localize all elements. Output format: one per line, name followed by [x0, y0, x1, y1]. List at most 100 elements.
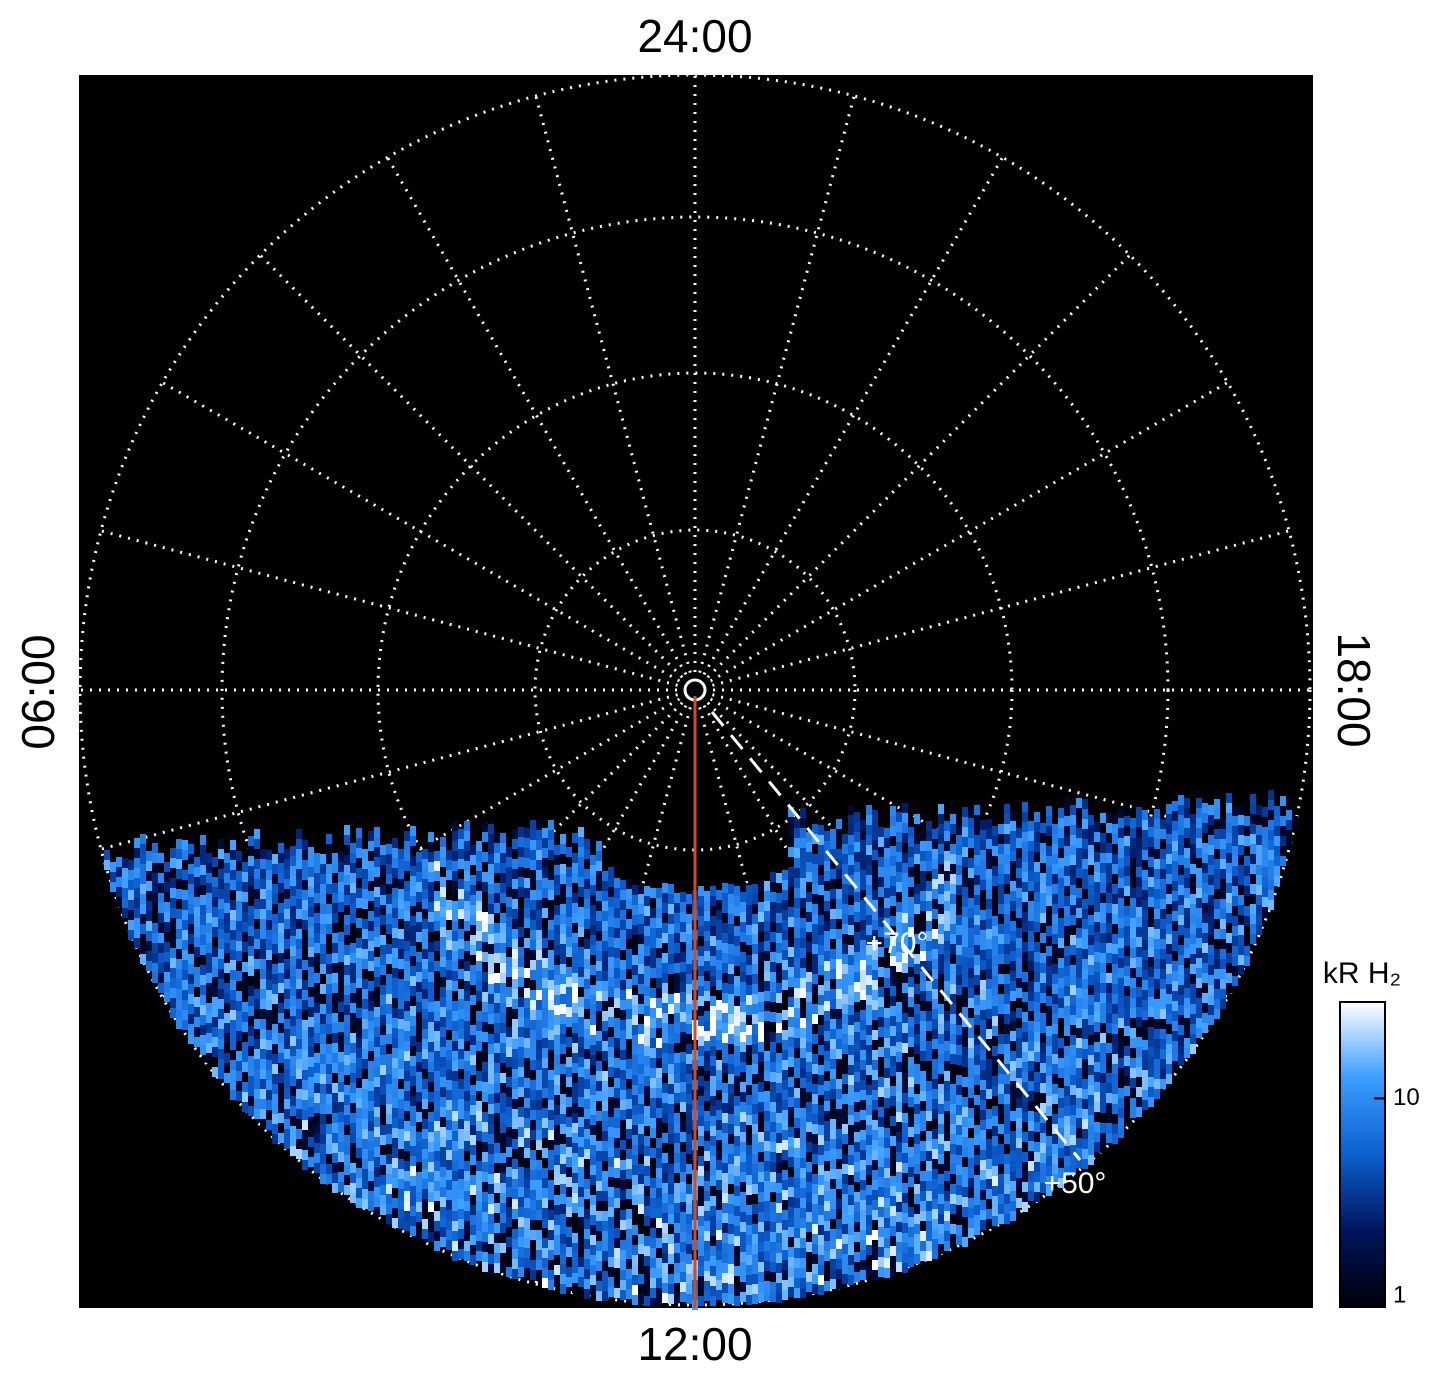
emission-cell: [314, 1113, 320, 1123]
emission-cell: [116, 887, 122, 897]
emission-cell: [680, 1232, 686, 1242]
emission-cell: [572, 893, 578, 903]
emission-cell: [368, 1081, 374, 1091]
emission-cell: [656, 1178, 662, 1188]
emission-cell: [230, 1040, 236, 1050]
emission-cell: [482, 1042, 488, 1052]
emission-cell: [554, 995, 560, 1005]
emission-cell: [614, 878, 620, 888]
emission-cell: [344, 825, 350, 835]
emission-cell: [650, 1038, 656, 1048]
emission-cell: [614, 998, 620, 1008]
emission-cell: [800, 1148, 806, 1158]
emission-cell: [344, 955, 350, 965]
emission-cell: [506, 1077, 512, 1087]
emission-cell: [440, 1047, 446, 1057]
emission-cell: [434, 1101, 440, 1111]
emission-cell: [260, 899, 266, 909]
emission-cell: [320, 1164, 326, 1174]
emission-cell: [614, 1268, 620, 1278]
emission-cell: [446, 1130, 452, 1140]
emission-cell: [596, 1121, 602, 1131]
emission-cell: [398, 929, 404, 939]
emission-cell: [350, 963, 356, 973]
emission-cell: [776, 1273, 782, 1283]
emission-cell: [260, 969, 266, 979]
emission-cell: [572, 1233, 578, 1243]
emission-cell: [842, 1194, 848, 1204]
emission-cell: [242, 862, 248, 872]
emission-cell: [872, 930, 878, 940]
emission-cell: [908, 1037, 914, 1047]
emission-cell: [842, 1084, 848, 1094]
emission-cell: [548, 1280, 554, 1290]
emission-cell: [314, 1043, 320, 1053]
emission-cell: [782, 940, 788, 950]
emission-cell: [224, 1023, 230, 1033]
emission-cell: [740, 1082, 746, 1092]
emission-cell: [818, 855, 824, 865]
emission-cell: [320, 1014, 326, 1024]
emission-cell: [734, 1256, 740, 1266]
emission-cell: [158, 873, 164, 883]
emission-cell: [536, 1090, 542, 1100]
emission-cell: [356, 1038, 362, 1048]
emission-cell: [632, 905, 638, 915]
emission-cell: [344, 1135, 350, 1145]
emission-cell: [704, 961, 710, 971]
emission-cell: [782, 1080, 788, 1090]
emission-cell: [254, 889, 260, 899]
emission-cell: [812, 934, 818, 944]
emission-cell: [464, 1121, 470, 1131]
emission-cell: [392, 1068, 398, 1078]
emission-cell: [572, 933, 578, 943]
emission-cell: [194, 867, 200, 877]
emission-cell: [650, 908, 656, 918]
emission-cell: [800, 968, 806, 978]
emission-cell: [746, 885, 752, 895]
emission-cell: [794, 1178, 800, 1188]
emission-cell: [392, 1038, 398, 1048]
emission-cell: [512, 1139, 518, 1149]
emission-cell: [260, 879, 266, 889]
emission-cell: [410, 1016, 416, 1026]
emission-cell: [602, 1011, 608, 1021]
emission-cell: [458, 1139, 464, 1149]
emission-cell: [812, 874, 818, 884]
emission-cell: [740, 992, 746, 1002]
emission-cell: [464, 1161, 470, 1171]
emission-cell: [488, 834, 494, 844]
emission-cell: [530, 870, 536, 880]
emission-cell: [686, 1184, 692, 1194]
emission-cell: [362, 1109, 368, 1119]
emission-cell: [416, 1062, 422, 1072]
emission-cell: [824, 1011, 830, 1021]
emission-cell: [302, 1150, 308, 1160]
emission-cell: [416, 1002, 422, 1012]
emission-cell: [530, 970, 536, 980]
emission-cell: [896, 842, 902, 852]
emission-cell: [344, 1125, 350, 1135]
emission-cell: [182, 950, 188, 960]
emission-cell: [638, 1174, 644, 1184]
emission-cell: [686, 1264, 692, 1274]
emission-cell: [356, 1138, 362, 1148]
emission-cell: [704, 1231, 710, 1241]
emission-cell: [752, 984, 758, 994]
emission-cell: [740, 962, 746, 972]
emission-cell: [254, 909, 260, 919]
emission-cell: [428, 1142, 434, 1152]
emission-cell: [524, 988, 530, 998]
emission-cell: [512, 1039, 518, 1049]
emission-cell: [482, 1082, 488, 1092]
emission-cell: [542, 858, 548, 868]
emission-cell: [716, 1280, 722, 1290]
emission-cell: [500, 1063, 506, 1073]
emission-cell: [446, 1180, 452, 1190]
emission-cell: [596, 1261, 602, 1271]
emission-cell: [722, 923, 728, 933]
emission-cell: [722, 1013, 728, 1023]
emission-cell: [458, 869, 464, 879]
emission-cell: [476, 951, 482, 961]
emission-cell: [740, 1232, 746, 1242]
